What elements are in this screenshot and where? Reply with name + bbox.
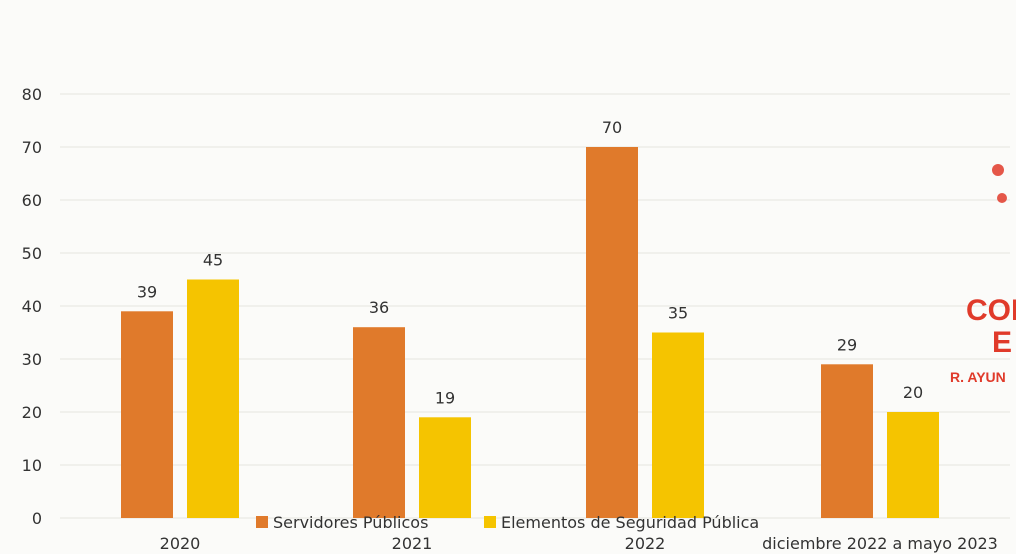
y-tick-label: 60 (22, 191, 42, 210)
legend-label: Servidores Públicos (273, 513, 428, 532)
x-tick-label: 2021 (392, 534, 433, 553)
stamp-line-3: R. AYUN (950, 369, 1006, 385)
bar (821, 364, 873, 518)
data-label: 39 (137, 282, 157, 301)
legend-label: Elementos de Seguridad Pública (501, 513, 759, 532)
data-label: 70 (602, 118, 622, 137)
legend-swatch (256, 516, 268, 528)
bar (419, 417, 471, 518)
y-tick-label: 0 (32, 509, 42, 528)
legend: Servidores Públicos Elementos de Segurida… (256, 513, 759, 532)
y-tick-label: 30 (22, 350, 42, 369)
x-tick-label: 2022 (625, 534, 666, 553)
data-label: 20 (903, 383, 923, 402)
data-label: 45 (203, 251, 223, 270)
bars (121, 147, 939, 518)
legend-item: Elementos de Seguridad Pública (484, 513, 759, 532)
stamp: CON E R. AYUN (940, 150, 1016, 390)
legend-swatch (484, 516, 496, 528)
stamp-line-2: E (992, 326, 1012, 359)
y-tick-label: 50 (22, 244, 42, 263)
bar (586, 147, 638, 518)
bar (121, 311, 173, 518)
x-tick-label: diciembre 2022 a mayo 2023 (762, 534, 998, 553)
stamp-line-1: CON (966, 294, 1016, 327)
y-tick-label: 10 (22, 456, 42, 475)
x-tick-label: 2020 (160, 534, 201, 553)
y-tick-label: 40 (22, 297, 42, 316)
data-label: 19 (435, 388, 455, 407)
y-axis: 0 10 20 30 40 50 60 70 80 (22, 85, 42, 528)
stamp-dot (997, 193, 1007, 203)
x-axis: 2020 2021 2022 diciembre 2022 a mayo 2023 (160, 534, 998, 553)
bar (652, 332, 704, 518)
y-tick-label: 20 (22, 403, 42, 422)
y-tick-label: 80 (22, 85, 42, 104)
data-label: 36 (369, 298, 389, 317)
y-tick-label: 70 (22, 138, 42, 157)
data-labels: 39 45 36 19 70 35 29 20 (137, 118, 923, 407)
legend-item: Servidores Públicos (256, 513, 428, 532)
bar (887, 412, 939, 518)
data-label: 29 (837, 335, 857, 354)
data-label: 35 (668, 304, 688, 323)
bar (353, 327, 405, 518)
bar (187, 279, 239, 518)
stamp-dot (992, 164, 1004, 176)
